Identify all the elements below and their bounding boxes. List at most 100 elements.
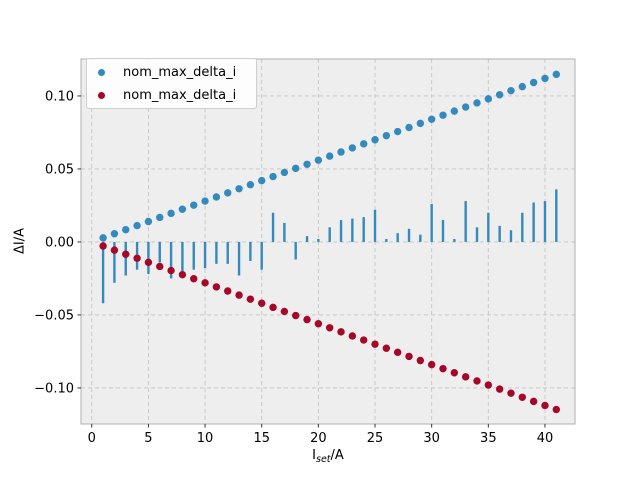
scatter-point-red [405,352,413,361]
scatter-point-blue [292,164,300,173]
legend: nom_max_delta_i nom_max_delta_i [86,58,257,109]
scatter-point-red [269,303,277,312]
scatter-point-red [427,360,436,369]
scatter-point-red [507,389,515,397]
scatter-point-red [541,401,549,410]
scatter-point-red [190,275,198,283]
scatter-point-red [235,291,243,299]
scatter-point-red [359,336,368,344]
scatter-point-red [201,279,209,287]
y-tick-label: 0.10 [45,89,74,104]
scatter-point-blue [382,131,391,140]
y-tick-label: −0.05 [34,308,74,323]
scatter-point-blue [473,99,481,107]
scatter-point-blue [258,176,266,185]
scatter-point-red [325,324,334,332]
x-axis-label: Iset/A [312,448,344,465]
scatter-point-red [393,348,402,357]
scatter-point-red [156,262,164,271]
legend-label: nom_max_delta_i [123,64,237,80]
x-tick-label: 30 [423,431,440,446]
legend-item: nom_max_delta_i [87,62,256,83]
scatter-point-red [518,393,527,401]
scatter-point-blue [325,152,334,160]
x-tick-label: 0 [88,431,96,446]
y-tick-label: 0.00 [45,235,74,250]
scatter-point-blue [416,119,425,128]
scatter-point-blue [348,144,357,152]
scatter-point-red [337,328,345,336]
scatter-point-blue [133,221,141,230]
scatter-point-red [99,242,107,250]
scatter-point-blue [427,115,436,123]
scatter-point-blue [461,103,470,111]
scatter-point-blue [246,181,255,189]
y-tick-label: −0.10 [34,381,74,396]
scatter-point-blue [99,234,107,242]
scatter-point-blue [371,136,379,144]
x-tick-label: 10 [197,431,214,446]
scatter-point-red [314,319,323,328]
scatter-point-red [473,377,481,385]
x-tick-label: 25 [367,431,384,446]
scatter-point-red [495,385,504,393]
x-tick-label: 5 [144,431,152,446]
scatter-point-red [439,364,447,373]
legend-marker-red-icon [98,91,105,99]
scatter-point-red [122,250,130,258]
scatter-point-red [224,287,232,295]
scatter-point-blue [529,78,538,87]
scatter-point-blue [235,185,243,193]
scatter-point-red [450,369,459,377]
x-axis-label-main: I [312,448,317,463]
x-tick-label: 40 [537,431,554,446]
scatter-point-blue [518,82,527,91]
scatter-point-blue [495,91,504,99]
scatter-point-blue [507,86,515,95]
scatter-point-red [246,295,255,303]
y-tick-label: 0.05 [45,162,74,177]
scatter-point-red [348,332,357,340]
scatter-point-blue [122,225,130,234]
scatter-point-blue [439,111,447,119]
scatter-point-red [529,397,538,406]
scatter-point-blue [156,213,164,222]
scatter-point-blue [484,95,493,103]
scatter-point-blue [359,140,368,148]
legend-label: nom_max_delta_i [123,87,237,103]
scatter-point-blue [201,197,209,205]
legend-item: nom_max_delta_i [87,85,256,106]
x-axis-label-unit: /A [330,448,344,463]
scatter-point-red [133,254,141,262]
scatter-point-red [178,270,187,279]
x-tick-label: 35 [480,431,497,446]
scatter-point-blue [167,209,175,218]
scatter-point-blue [337,148,345,156]
scatter-point-blue [541,74,549,83]
scatter-point-blue [303,160,311,168]
scatter-point-blue [393,127,402,136]
scatter-point-red [110,246,119,254]
scatter-point-red [371,340,379,348]
scatter-point-red [416,356,425,365]
scatter-point-blue [450,107,459,115]
scatter-point-blue [314,156,323,164]
scatter-point-red [382,344,391,352]
scatter-point-blue [552,70,561,79]
scatter-point-red [303,315,311,324]
x-tick-label: 20 [310,431,327,446]
scatter-point-red [484,381,493,389]
scatter-point-blue [405,123,413,132]
scatter-point-blue [280,168,289,177]
scatter-point-red [167,266,175,275]
scatter-point-red [461,373,470,381]
scatter-point-blue [110,230,119,238]
scatter-point-blue [224,189,232,197]
y-axis-label: ΔI/A [12,228,28,254]
scatter-point-red [552,405,561,414]
scatter-point-blue [190,201,198,209]
scatter-point-red [144,258,153,267]
scatter-point-blue [212,193,221,201]
